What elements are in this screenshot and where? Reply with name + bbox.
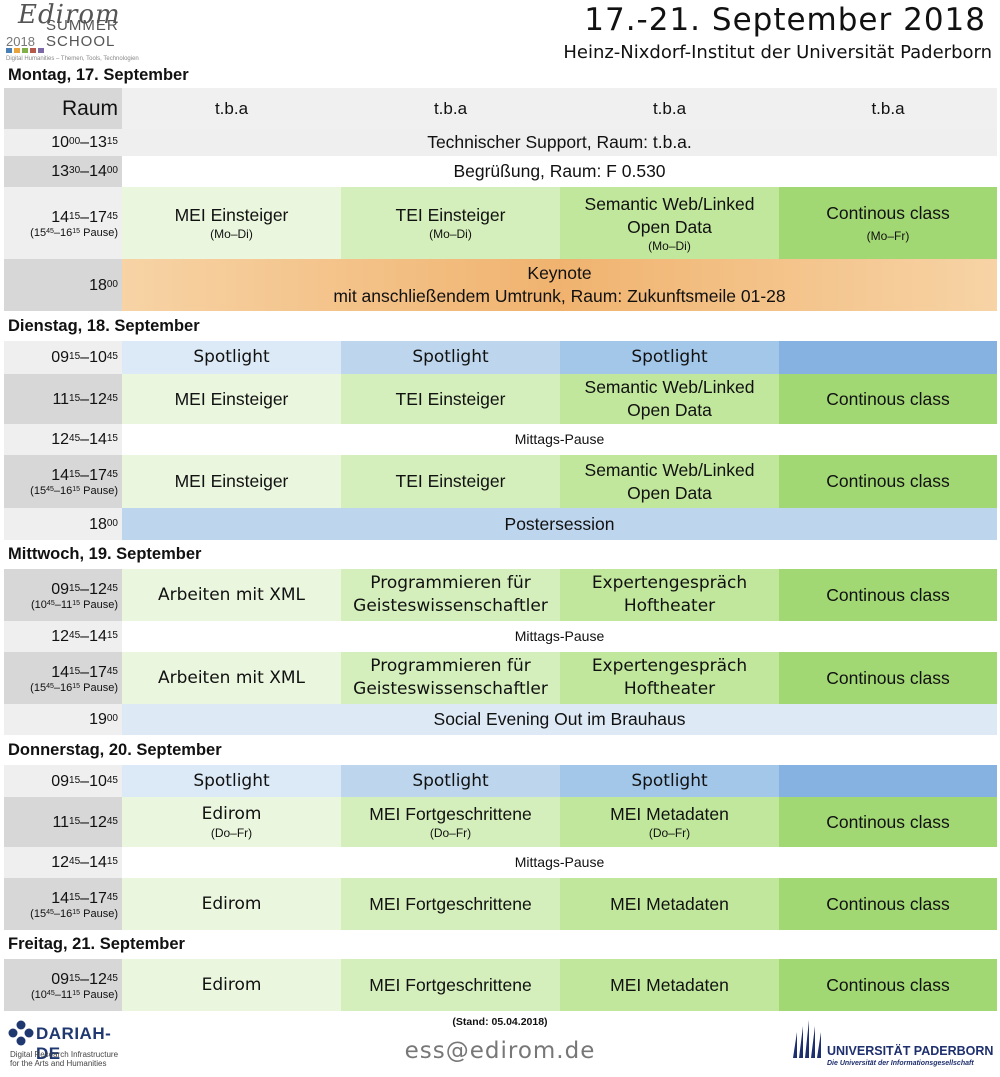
session-tei-beginners: TEI Einsteiger (341, 374, 560, 424)
time-slot: 1900 (4, 704, 122, 735)
time-slot: 1115–1245 (4, 797, 122, 847)
session-mei-metadata: MEI Metadaten (560, 878, 779, 930)
session-semantic-web: Semantic Web/Linked Open Data (560, 455, 779, 508)
session-continous-class: Continous class (779, 797, 997, 847)
session-tei-beginners: TEI Einsteiger (341, 455, 560, 508)
time-slot: 1415–1745 (1545–1615 Pause) (4, 652, 122, 704)
session-expert-talk: Expertengespräch Hoftheater (560, 569, 779, 621)
session-continous-class: Continous class (779, 455, 997, 508)
upb-logo: UNIVERSITÄT PADERBORN Die Universität de… (791, 1018, 996, 1074)
room-3: t.b.a (560, 88, 779, 129)
session-continous-class: Continous class (779, 374, 997, 424)
time-slot: 1245–1415 (4, 847, 122, 878)
time-slot: 1245–1415 (4, 621, 122, 652)
day-heading-tuesday: Dienstag, 18. September (8, 317, 200, 335)
session-continous-class: Continous class (779, 878, 997, 930)
session-mei-metadata: MEI Metadaten (560, 959, 779, 1011)
session-working-with-xml: Arbeiten mit XML (122, 569, 341, 621)
session-continous-class: Continous class (Mo–Fr) (779, 187, 997, 259)
time-slot: 1415–1745 (1545–1615 Pause) (4, 187, 122, 259)
room-label-cell: Raum (4, 88, 122, 129)
session-postersession: Postersession (122, 508, 997, 540)
session-lunch-break: Mittags-Pause (122, 621, 997, 652)
time-slot: 1115–1245 (4, 374, 122, 424)
session-welcome: Begrüßung, Raum: F 0.530 (122, 156, 997, 187)
logo-word: Edirom (18, 0, 121, 30)
session-mei-metadata: MEI Metadaten (Do–Fr) (560, 797, 779, 847)
session-expert-talk: Expertengespräch Hoftheater (560, 652, 779, 704)
edirom-summer-school-logo: Edirom SUMMER SCHOOL 2018 Digital Humanit… (4, 0, 139, 62)
session-semantic-web: Semantic Web/Linked Open Data (Mo–Di) (560, 187, 779, 259)
time-slot: 0915–1245 (1045–1115 Pause) (4, 569, 122, 621)
session-edirom: Edirom (Do–Fr) (122, 797, 341, 847)
day-heading-friday: Freitag, 21. September (8, 935, 185, 953)
session-mei-beginners: MEI Einsteiger (122, 455, 341, 508)
time-slot: 0915–1245 (1045–1115 Pause) (4, 959, 122, 1011)
session-continous-class: Continous class (779, 652, 997, 704)
day-heading-monday: Montag, 17. September (8, 66, 189, 84)
time-slot: 1415–1745 (1545–1615 Pause) (4, 455, 122, 508)
session-working-with-xml: Arbeiten mit XML (122, 652, 341, 704)
session-lunch-break: Mittags-Pause (122, 424, 997, 455)
room-2: t.b.a (341, 88, 560, 129)
contact-email[interactable]: ess@edirom.de (404, 1038, 596, 1064)
day-heading-wednesday: Mittwoch, 19. September (8, 545, 202, 563)
page-title: 17.-21. September 2018 (584, 2, 986, 38)
session-lunch-break: Mittags-Pause (122, 847, 997, 878)
session-programming: Programmieren für Geisteswissenschaftler (341, 569, 560, 621)
time-slot: 1330–1400 (4, 156, 122, 187)
session-edirom: Edirom (122, 959, 341, 1011)
session-empty (779, 341, 997, 374)
session-spotlight: Spotlight (122, 765, 341, 797)
logo-tagline: Digital Humanities – Themen, Tools, Tech… (6, 56, 139, 62)
session-keynote: Keynote mit anschließendem Umtrunk, Raum:… (122, 259, 997, 311)
session-continous-class: Continous class (779, 959, 997, 1011)
dariah-flower-icon (8, 1020, 34, 1046)
session-tei-beginners: TEI Einsteiger (Mo–Di) (341, 187, 560, 259)
time-slot: 0915–1045 (4, 341, 122, 374)
logo-color-blocks (6, 48, 44, 53)
time-slot: 1000–1315 (4, 129, 122, 156)
status-date: (Stand: 05.04.2018) (452, 1016, 548, 1028)
dariah-logo: DARIAH-DE Digital Research Infrastructur… (8, 1016, 128, 1072)
time-slot: 1245–1415 (4, 424, 122, 455)
time-slot: 1800 (4, 508, 122, 540)
session-spotlight: Spotlight (122, 341, 341, 374)
upb-building-icon (793, 1020, 821, 1058)
session-edirom: Edirom (122, 878, 341, 930)
session-semantic-web: Semantic Web/Linked Open Data (560, 374, 779, 424)
time-slot: 1800 (4, 259, 122, 311)
session-mei-beginners: MEI Einsteiger (122, 374, 341, 424)
session-empty (779, 765, 997, 797)
session-technical-support: Technischer Support, Raum: t.b.a. (122, 129, 997, 156)
time-slot: 1415–1745 (1545–1615 Pause) (4, 878, 122, 930)
time-slot: 0915–1045 (4, 765, 122, 797)
room-1: t.b.a (122, 88, 341, 129)
session-mei-beginners: MEI Einsteiger (Mo–Di) (122, 187, 341, 259)
room-4: t.b.a (779, 88, 997, 129)
session-mei-advanced: MEI Fortgeschrittene (341, 959, 560, 1011)
session-programming: Programmieren für Geisteswissenschaftler (341, 652, 560, 704)
page-subtitle: Heinz-Nixdorf-Institut der Universität P… (563, 42, 992, 63)
session-mei-advanced: MEI Fortgeschrittene (341, 878, 560, 930)
session-spotlight: Spotlight (341, 341, 560, 374)
logo-year: 2018 (6, 34, 35, 49)
session-spotlight: Spotlight (560, 765, 779, 797)
session-spotlight: Spotlight (341, 765, 560, 797)
logo-summer-school: SUMMER SCHOOL (46, 17, 119, 50)
session-spotlight: Spotlight (560, 341, 779, 374)
day-heading-thursday: Donnerstag, 20. September (8, 741, 222, 759)
session-mei-advanced: MEI Fortgeschrittene (Do–Fr) (341, 797, 560, 847)
session-social-evening: Social Evening Out im Brauhaus (122, 704, 997, 735)
dariah-subtitle: Digital Research Infrastructure for the A… (10, 1050, 119, 1068)
session-continous-class: Continous class (779, 569, 997, 621)
